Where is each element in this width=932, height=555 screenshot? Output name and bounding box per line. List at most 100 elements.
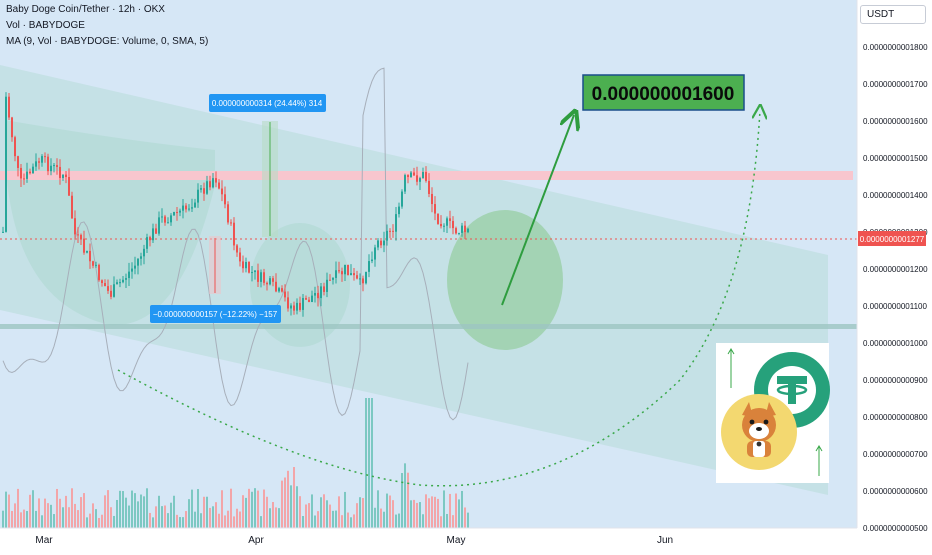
candle-body xyxy=(365,271,367,284)
volume-bar xyxy=(20,512,22,528)
volume-bar xyxy=(254,488,256,528)
volume-bar xyxy=(314,515,316,528)
candle-body xyxy=(302,298,304,310)
volume-bar xyxy=(395,514,397,528)
candle-body xyxy=(356,275,358,279)
candle-body xyxy=(284,291,286,298)
candle-body xyxy=(329,279,331,281)
candle-body xyxy=(20,167,22,179)
candle-body xyxy=(233,222,235,246)
volume-bar xyxy=(119,490,121,528)
candle-body xyxy=(410,172,412,178)
candle-body xyxy=(455,228,457,234)
volume-bar xyxy=(344,491,346,528)
volume-bar xyxy=(302,515,304,528)
candle-body xyxy=(107,286,109,291)
candle-body xyxy=(119,282,121,284)
ma-legend[interactable]: MA (9, Vol · BABYDOGE: Volume, 0, SMA, 5… xyxy=(6,36,209,47)
volume-bar xyxy=(392,500,394,528)
volume-bar xyxy=(290,485,292,528)
volume-bar xyxy=(383,511,385,528)
candle-body xyxy=(215,178,217,183)
volume-bar xyxy=(323,494,325,528)
volume-bar xyxy=(143,496,145,528)
candle-body xyxy=(389,230,391,232)
volume-bar xyxy=(449,493,451,528)
candle-body xyxy=(2,231,4,233)
volume-bar xyxy=(122,491,124,528)
candle-body xyxy=(128,271,130,279)
symbol-title[interactable]: Baby Doge Coin/Tether · 12h · OKX xyxy=(6,4,165,15)
volume-bar xyxy=(371,398,373,528)
currency-selector[interactable]: USDT xyxy=(860,5,926,24)
volume-bar xyxy=(125,497,127,528)
volume-bar xyxy=(461,490,463,528)
price-axis-ticks: 0.0000000001800 0.0000000001700 0.00000000… xyxy=(863,43,928,533)
candle-body xyxy=(269,278,271,285)
volume-bar xyxy=(443,490,445,528)
candle-body xyxy=(8,96,10,118)
volume-bar xyxy=(311,494,313,528)
volume-bar xyxy=(347,512,349,528)
candle-body xyxy=(179,210,181,213)
volume-bar xyxy=(197,489,199,528)
volume-bar xyxy=(422,514,424,528)
candle-body xyxy=(395,214,397,232)
volume-bar xyxy=(80,497,82,528)
volume-bar xyxy=(407,472,409,528)
volume-bar xyxy=(110,507,112,528)
candle-body xyxy=(398,206,400,215)
volume-bar xyxy=(2,510,4,528)
candle-body xyxy=(47,156,49,172)
candle-body xyxy=(122,279,124,283)
candle-body xyxy=(287,297,289,309)
time-axis[interactable] xyxy=(0,528,857,550)
volume-bar xyxy=(368,398,370,528)
volume-bar xyxy=(296,486,298,528)
volume-bar xyxy=(431,496,433,528)
volume-bar xyxy=(356,503,358,528)
candle-body xyxy=(17,156,19,168)
volume-bar xyxy=(17,488,19,528)
volume-bar xyxy=(101,514,103,528)
volume-bar xyxy=(257,490,259,528)
candle-body xyxy=(11,117,13,138)
volume-bar xyxy=(293,467,295,528)
price-tick-label: 0.0000000000500 xyxy=(863,524,928,533)
candle-body xyxy=(158,217,160,234)
candle-body xyxy=(89,250,91,262)
volume-bar xyxy=(350,517,352,528)
volume-bar xyxy=(329,504,331,528)
volume-bar xyxy=(182,517,184,528)
candle-body xyxy=(452,220,454,229)
volume-bar xyxy=(377,490,379,528)
candle-body xyxy=(176,212,178,214)
volume-bar xyxy=(464,507,466,528)
candle-body xyxy=(248,262,250,273)
volume-bar xyxy=(317,511,319,528)
volume-bar xyxy=(170,502,172,528)
candle-body xyxy=(260,272,262,282)
volume-bar xyxy=(26,511,28,528)
volume-bar xyxy=(332,510,334,528)
volume-bar xyxy=(248,488,250,528)
candle-body xyxy=(335,270,337,278)
volume-legend[interactable]: Vol · BABYDOGE xyxy=(6,20,85,31)
candle-body xyxy=(59,166,61,178)
price-tick-label: 0.0000000001000 xyxy=(863,339,928,348)
price-axis[interactable] xyxy=(857,0,932,550)
volume-bar xyxy=(32,490,34,528)
volume-bar xyxy=(326,500,328,528)
volume-bar xyxy=(209,507,211,528)
volume-bar xyxy=(35,510,37,528)
volume-bar xyxy=(50,504,52,528)
candle-body xyxy=(38,161,40,163)
volume-bar xyxy=(230,488,232,528)
candle-body xyxy=(68,177,70,196)
candle-body xyxy=(110,290,112,297)
candle-body xyxy=(308,299,310,302)
candle-body xyxy=(296,302,298,311)
candle-body xyxy=(311,295,313,302)
